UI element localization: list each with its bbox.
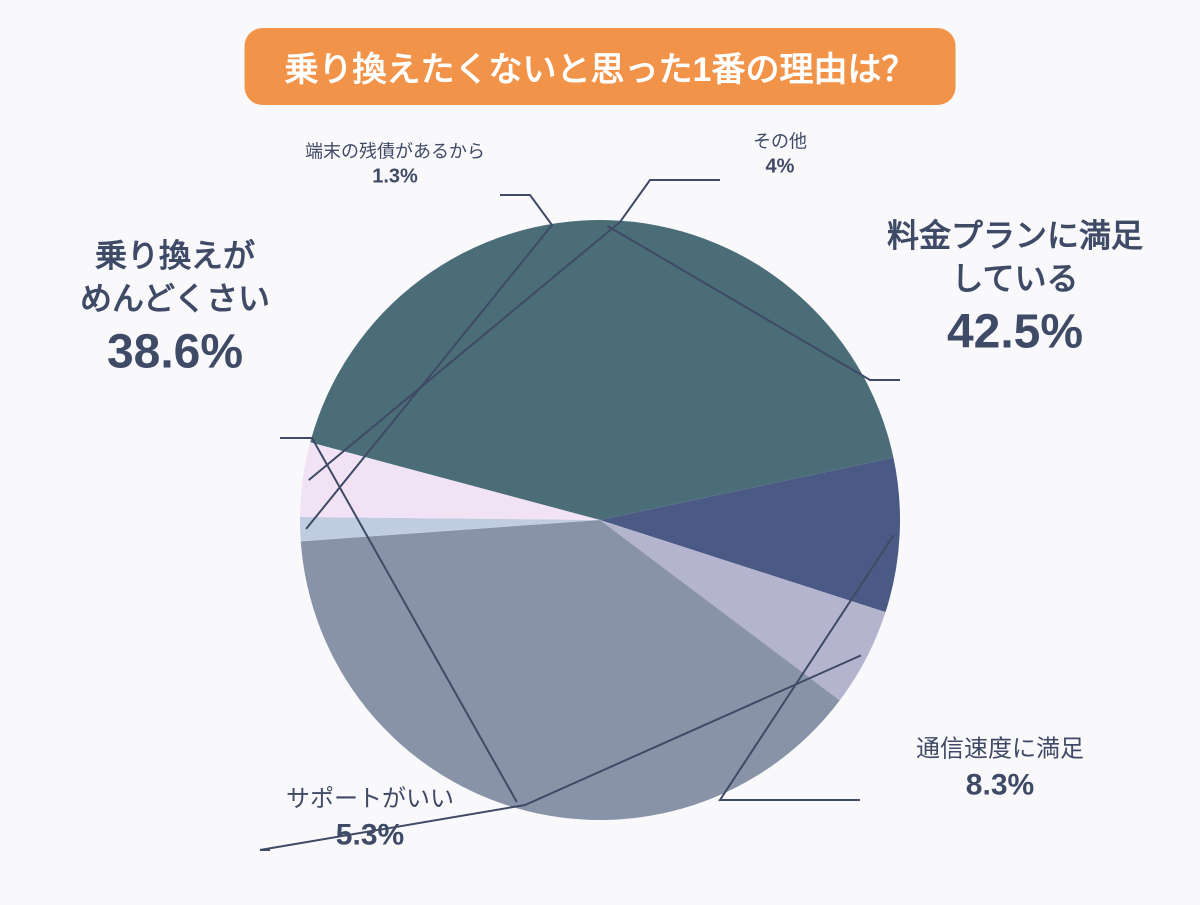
slice-label-text: その他 (753, 129, 807, 153)
slice-label-pct: 8.3% (916, 766, 1084, 807)
slice-label-text: している (887, 258, 1143, 301)
slice-label-text: 乗り換えが (80, 234, 270, 277)
slice-label: サポートがいい5.3% (286, 784, 454, 857)
slice-label: 端末の残債があるから1.3% (305, 139, 485, 190)
slice-label-text: 料金プランに満足 (887, 214, 1143, 257)
slice-label-text: めんどくさい (80, 278, 270, 321)
slice-label-pct: 42.5% (887, 301, 1143, 366)
slice-label-text: 端末の残債があるから (305, 139, 485, 163)
slice-label: 料金プランに満足している42.5% (887, 214, 1143, 365)
slice-label-pct: 38.6% (80, 321, 270, 386)
slice-label-pct: 1.3% (305, 164, 485, 191)
slice-label-text: サポートがいい (286, 784, 454, 816)
slice-label-pct: 5.3% (286, 816, 454, 857)
slice-label-text: 通信速度に満足 (916, 734, 1084, 766)
slice-label: その他4% (753, 129, 807, 180)
slice-label: 乗り換えがめんどくさい38.6% (80, 234, 270, 385)
slice-label-pct: 4% (753, 154, 807, 181)
slice-label: 通信速度に満足8.3% (916, 734, 1084, 807)
